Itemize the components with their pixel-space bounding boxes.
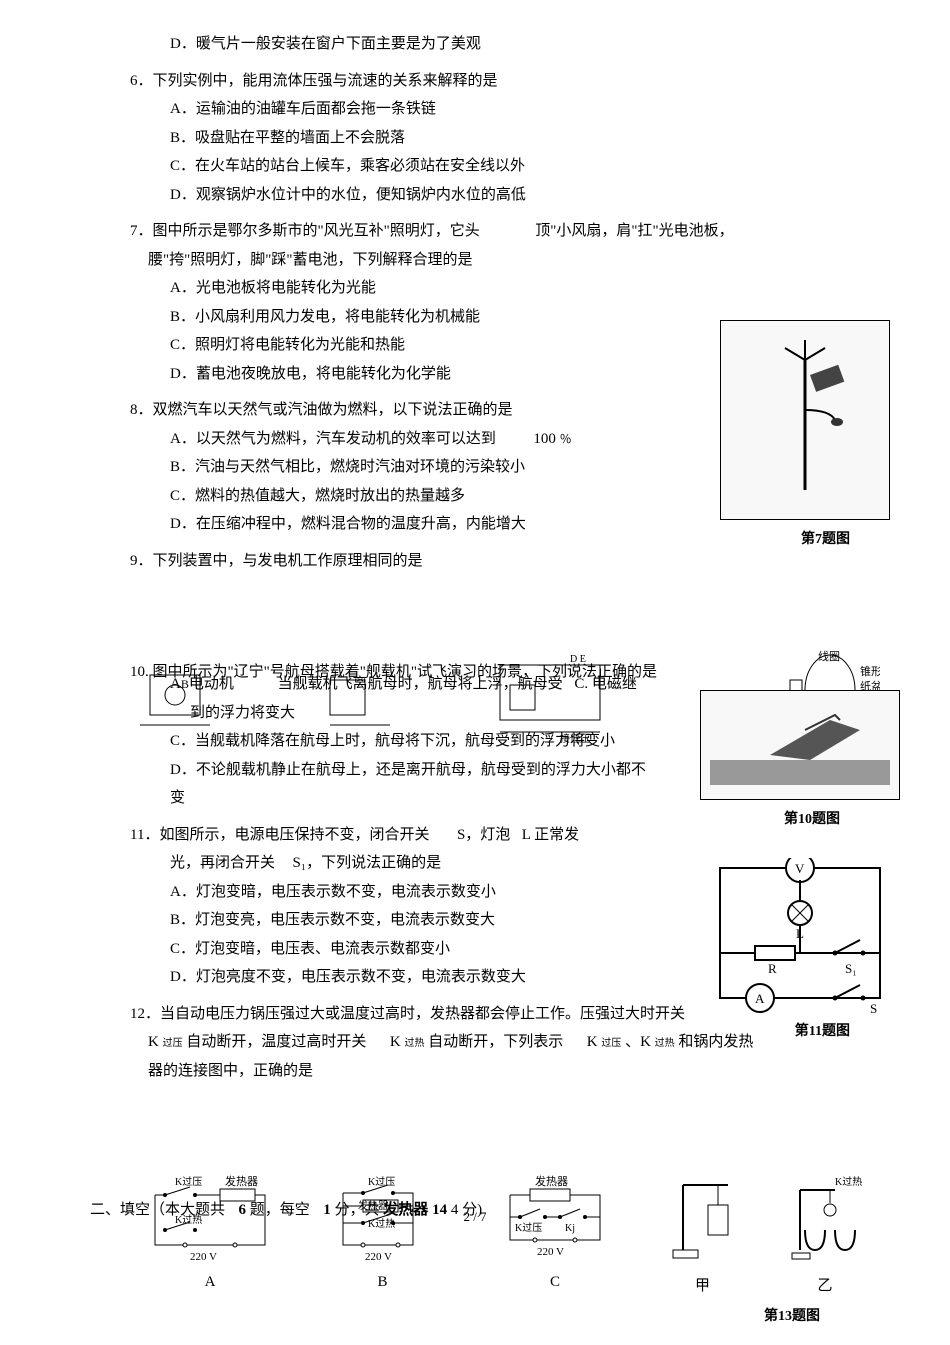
aircraft-carrier-icon xyxy=(710,700,890,790)
svg-text:220 V: 220 V xyxy=(190,1251,217,1263)
svg-text:发热器: 发热器 xyxy=(225,1175,258,1188)
q12-circuits-row: K过压 发热器 K过热 220 V A K过压 发热器 xyxy=(130,1155,880,1295)
resistor-label: R xyxy=(768,961,777,976)
svg-text:K过热: K过热 xyxy=(835,1175,862,1188)
question-6: 6．下列实例中，能用流体压强与流速的关系来解释的是 A．运输油的油罐车后面都会拖… xyxy=(130,67,890,210)
q10-figure xyxy=(700,690,900,800)
q11-stem-1: 11．如图所示，电源电压保持不变，闭合开关 S，灯泡 L 正常发 xyxy=(148,821,890,850)
q7-option-a: A．光电池板将电能转化为光能 xyxy=(170,274,890,303)
q12-circuit-a: K过压 发热器 K过热 220 V A xyxy=(140,1175,280,1295)
wind-solar-lamp-icon xyxy=(755,340,855,500)
q6-option-a: A．运输油的油罐车后面都会拖一条铁链 xyxy=(170,95,890,124)
svg-text:K过热: K过热 xyxy=(175,1213,202,1226)
q10-caption: 第10题图 xyxy=(784,808,840,828)
q5-option-d: D．暖气片一般安装在窗户下面主要是为了美观 xyxy=(170,30,890,59)
q7-stem-1b: 顶"小风扇，肩"扛"光电池板， xyxy=(535,223,733,239)
q7-caption: 第7题图 xyxy=(801,528,850,548)
q8-a-num: 100 xyxy=(533,431,556,447)
svg-text:锥形: 锥形 xyxy=(860,665,880,678)
q12-stem-3: 器的连接图中，正确的是 xyxy=(148,1057,890,1086)
q8-a-pre: A．以天然气为燃料，汽车发动机的效率可以达到 xyxy=(170,431,496,447)
svg-text:220 V: 220 V xyxy=(537,1246,564,1258)
s1-label: S₁ xyxy=(845,961,857,976)
q12-label-b: B xyxy=(313,1274,453,1291)
q11-circuit-icon: V L R S₁ A S xyxy=(705,858,895,1013)
svg-text:线圈: 线圈 xyxy=(818,650,840,663)
ammeter-label: A xyxy=(755,991,765,1006)
svg-text:K过压: K过压 xyxy=(175,1175,202,1188)
q6-option-d: D．观察锅炉水位计中的水位，便知锅炉内水位的高低 xyxy=(170,181,890,210)
voltmeter-label: V xyxy=(795,861,805,876)
svg-text:发热器: 发热器 xyxy=(535,1175,568,1188)
q8-a-suf: ％ xyxy=(560,432,572,446)
svg-text:K过压: K过压 xyxy=(368,1175,395,1188)
svg-text:220 V: 220 V xyxy=(365,1251,392,1263)
q10-stem: 10. 图中所示为"辽宁"号航母搭载着"舰载机"试飞演习的场景，下列说法正确的是 xyxy=(148,658,768,687)
q11-caption: 第11题图 xyxy=(795,1020,850,1040)
q7-stem-line1: 7．图中所示是鄂尔多斯市的"风光互补"照明灯，它头 顶"小风扇，肩"扛"光电池板… xyxy=(148,217,890,246)
q13-figure-yi: K过热 乙 xyxy=(780,1175,870,1295)
q6-option-b: B．吸盘贴在平整的墙面上不会脱落 xyxy=(170,124,890,153)
q12-label-c: C xyxy=(485,1274,625,1291)
svg-text:Kj: Kj xyxy=(565,1223,575,1234)
q12-circuit-c: 发热器 K过压 Kj 220 V C xyxy=(485,1175,625,1295)
q12-stem-2: K 过压 自动断开，温度过高时开关 K 过热 自动断开，下列表示 K 过压 、K… xyxy=(148,1028,890,1057)
q7-stem-1a: 7．图中所示是鄂尔多斯市的"风光互补"照明灯，它头 xyxy=(130,223,480,239)
q6-stem: 6．下列实例中，能用流体压强与流速的关系来解释的是 xyxy=(148,67,890,96)
q6-option-c: C．在火车站的站台上候车，乘客必须站在安全线以外 xyxy=(170,152,890,181)
q13-label-yi: 乙 xyxy=(780,1274,870,1295)
question-9: 9．下列装置中，与发电机工作原理相同的是 xyxy=(130,547,890,576)
q11-circuit-figure: V L R S₁ A S xyxy=(700,855,900,1015)
q7-figure xyxy=(720,320,890,520)
svg-text:K过压: K过压 xyxy=(515,1221,542,1234)
q13-caption: 第13题图 xyxy=(764,1305,820,1325)
q13-figure-jia: 甲 xyxy=(658,1175,748,1295)
page-number: 2 / 7 xyxy=(463,1209,486,1225)
s-label: S xyxy=(870,1001,877,1013)
q7-stem-line2: 腰"挎"照明灯，脚"踩"蓄电池，下列解释合理的是 xyxy=(148,246,890,275)
q12-label-a: A xyxy=(140,1274,280,1291)
q13-label-jia: 甲 xyxy=(658,1274,748,1295)
svg-text:接低压: 接低压 xyxy=(560,732,590,745)
q12-circuit-b: K过压 发热器 K过热 220 V B xyxy=(313,1175,453,1295)
q9-stem: 9．下列装置中，与发电机工作原理相同的是 xyxy=(148,547,890,576)
question-5-partial: D．暖气片一般安装在窗户下面主要是为了美观 xyxy=(130,30,890,59)
